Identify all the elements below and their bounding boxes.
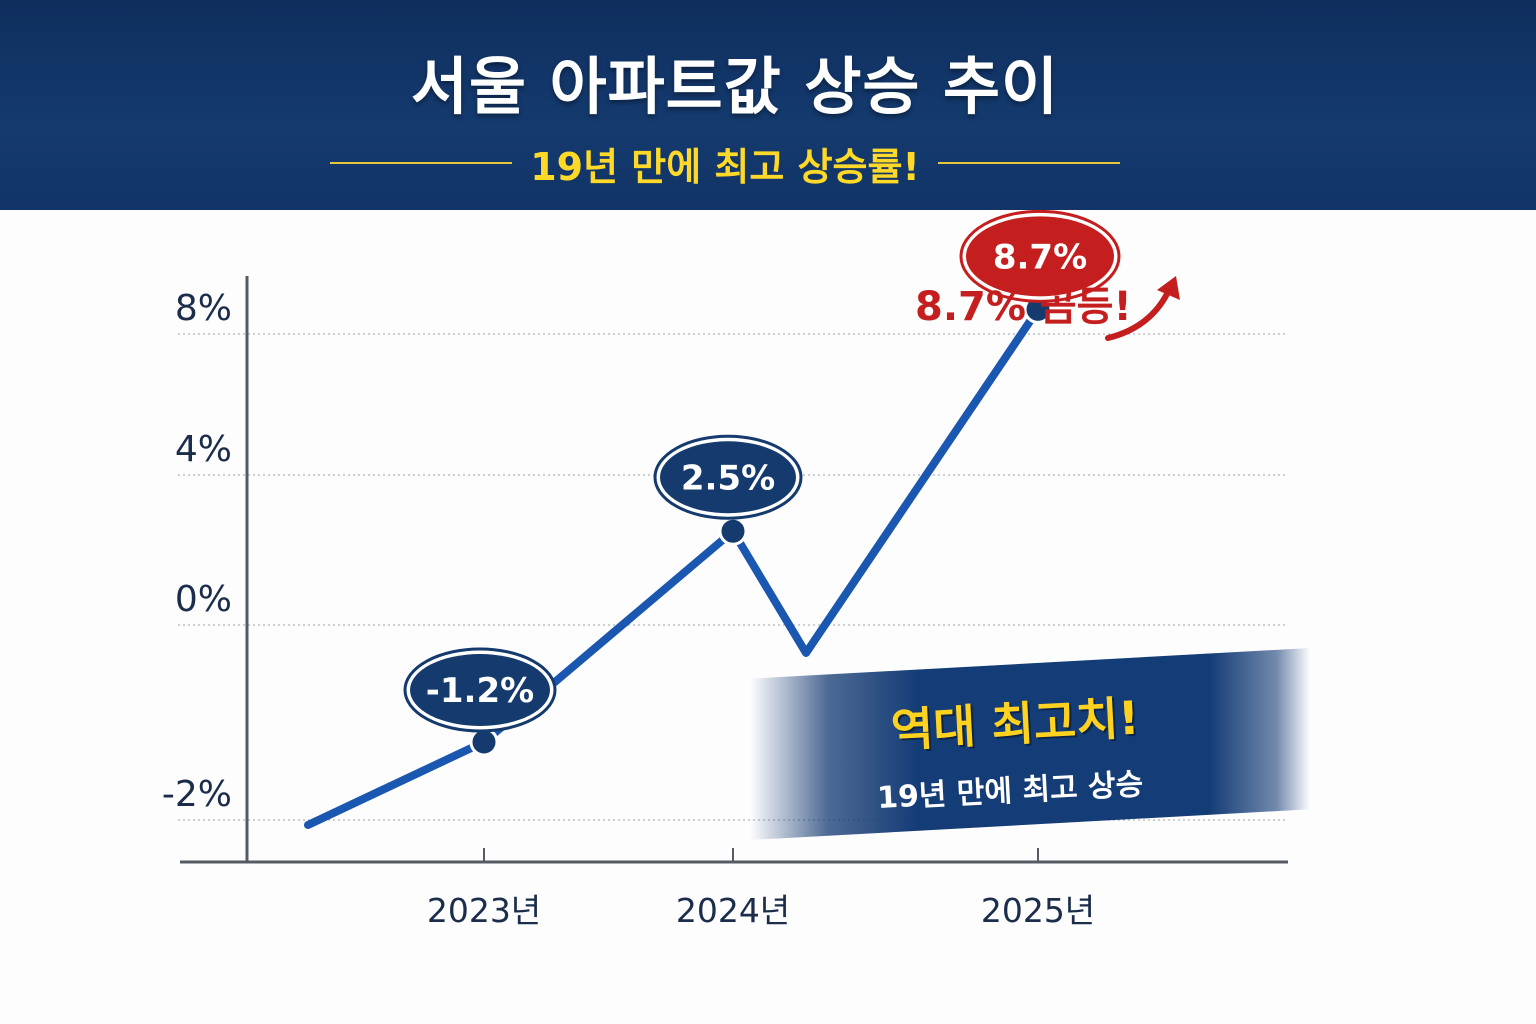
y-tick-label: 0% [175,579,232,620]
y-tick-label: 4% [175,429,232,470]
data-point [469,727,499,757]
header-banner: 서울 아파트값 상승 추이 19년 만에 최고 상승률! [0,0,1536,210]
record-high-banner [750,648,1310,840]
data-label-bubble [660,441,796,514]
x-tick-label: 2023년 [427,891,541,930]
surge-annotation: 8.7% 곰등! [915,284,1132,330]
data-label-bubble [966,216,1114,297]
subtitle-row: 19년 만에 최고 상승률! [330,138,1120,189]
y-tick-label: 8% [175,288,232,329]
x-tick-label: 2025년 [981,891,1095,930]
surge-arrowhead-icon [1157,276,1180,300]
page-title: 서울 아파트값 상승 추이 [410,50,1060,123]
data-label-bubble [410,654,550,726]
data-label: -1.2% [426,671,534,711]
page-subtitle: 19년 만에 최고 상승률! [530,144,920,189]
surge-arrow-icon [1105,289,1171,341]
data-point [718,516,748,546]
subtitle-right-rule [937,162,1120,164]
data-label: 8.7% [993,237,1087,277]
data-label: 2.5% [681,458,775,498]
y-tick-label: -2% [162,774,232,815]
x-tick-label: 2024년 [676,891,790,930]
subtitle-left-rule [330,162,513,164]
